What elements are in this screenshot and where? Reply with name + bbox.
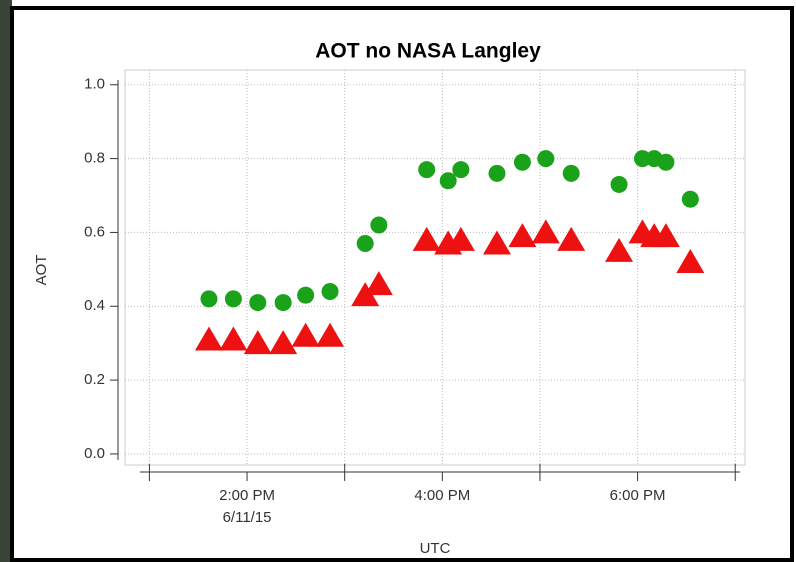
point <box>657 153 675 171</box>
y-tick-label: 0.2 <box>84 371 105 388</box>
point <box>681 190 699 208</box>
point <box>249 294 267 312</box>
point <box>356 235 374 253</box>
point <box>452 161 470 179</box>
point <box>676 248 705 273</box>
y-tick-label: 0.0 <box>84 445 105 462</box>
point <box>508 223 537 248</box>
y-axis-label: AOT <box>33 255 50 286</box>
point <box>446 226 475 251</box>
point <box>370 216 388 234</box>
point <box>562 164 580 182</box>
point <box>483 230 511 255</box>
y-tick-label: 1.0 <box>84 76 105 93</box>
point <box>537 150 555 168</box>
x-tick-label: 4:00 PM <box>414 487 470 504</box>
chart-title: AOT no NASA Langley <box>315 40 541 63</box>
x-tick-label: 2:00 PM 6/11/15 <box>219 487 275 526</box>
x-axis-label: UTC <box>420 540 451 557</box>
point <box>351 282 380 307</box>
point <box>291 322 320 347</box>
y-tick-label: 0.6 <box>84 223 105 240</box>
point <box>364 271 393 296</box>
point <box>200 290 218 308</box>
point <box>418 161 436 179</box>
point <box>219 326 248 351</box>
point <box>651 223 680 248</box>
point <box>321 282 339 300</box>
point <box>224 290 242 308</box>
point <box>194 326 223 351</box>
point <box>605 237 634 262</box>
y-tick-label: 0.8 <box>84 150 105 167</box>
point <box>297 286 315 304</box>
point <box>243 330 272 355</box>
point <box>439 172 457 190</box>
point <box>633 150 651 168</box>
x-tick-label: 6:00 PM <box>610 487 666 504</box>
background-strip <box>0 0 12 562</box>
frame <box>10 6 794 562</box>
point <box>269 330 298 355</box>
point <box>488 164 506 182</box>
point <box>316 322 345 347</box>
point <box>274 294 292 312</box>
point <box>610 175 628 193</box>
point <box>531 219 560 244</box>
y-tick-label: 0.4 <box>84 297 105 314</box>
point <box>557 226 586 251</box>
plot-frame <box>124 69 746 466</box>
point <box>513 153 531 171</box>
point <box>412 226 441 251</box>
